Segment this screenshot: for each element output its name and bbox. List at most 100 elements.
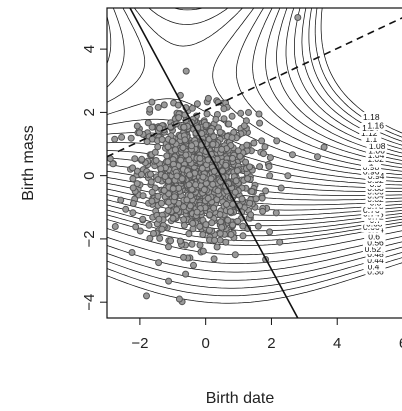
scatter-point xyxy=(178,175,186,183)
scatter-point xyxy=(127,134,135,142)
scatter-point xyxy=(129,200,137,207)
scatter-point xyxy=(208,219,216,227)
scatter-point xyxy=(186,171,194,179)
scatter-point xyxy=(138,155,146,163)
scatter-point xyxy=(272,209,280,217)
y-tick-label: −4 xyxy=(81,294,98,311)
scatter-point xyxy=(93,131,99,137)
scatter-point xyxy=(163,152,171,160)
scatter-point xyxy=(209,140,217,148)
scatter-point xyxy=(138,171,145,178)
contour-label: 1.08 xyxy=(369,141,386,151)
scatter-point xyxy=(314,153,321,161)
scatter-point xyxy=(277,184,285,192)
scatter-point xyxy=(111,135,119,143)
scatter-point xyxy=(131,155,139,163)
scatter-point xyxy=(223,200,230,208)
scatter-point xyxy=(152,157,160,164)
scatter-point xyxy=(143,292,150,300)
scatter-point xyxy=(188,104,196,112)
scatter-point xyxy=(216,128,224,136)
scatter-point xyxy=(210,167,218,175)
contour-line xyxy=(107,8,402,172)
x-axis-title: Birth date xyxy=(206,390,275,407)
scatter-point xyxy=(199,173,207,181)
scatter-point xyxy=(198,164,206,172)
scatter-point xyxy=(179,144,187,152)
scatter-point xyxy=(189,219,197,227)
scatter-point xyxy=(240,122,248,130)
contour-label-bg xyxy=(363,261,384,272)
contour-label-bg xyxy=(365,237,386,248)
scatter-point xyxy=(199,231,207,239)
scatter-point xyxy=(250,139,258,147)
contour-label-bg xyxy=(367,140,388,151)
y-tick-label: 2 xyxy=(81,108,98,116)
scatter-point xyxy=(146,234,154,242)
scatter-point xyxy=(187,192,195,200)
scatter-point xyxy=(246,163,254,171)
scatter-point xyxy=(155,259,163,267)
scatter-point xyxy=(245,109,252,116)
scatter-point xyxy=(133,122,141,130)
scatter-point xyxy=(231,251,239,259)
scatter-point xyxy=(206,211,214,219)
scatter-point xyxy=(259,207,267,215)
scatter-point xyxy=(204,94,212,102)
scatter-point xyxy=(246,199,254,207)
scatter-point xyxy=(169,185,177,193)
scatter-point xyxy=(183,196,191,204)
scatter-point xyxy=(254,222,262,230)
scatter-point xyxy=(181,136,189,144)
scatter-point xyxy=(284,172,292,180)
scatter-point xyxy=(164,143,172,151)
scatter-point xyxy=(220,105,228,113)
scatter-point xyxy=(155,215,163,223)
contour-line xyxy=(314,8,402,138)
scatter-point xyxy=(185,230,193,238)
scatter-point xyxy=(180,221,188,229)
scatter-point xyxy=(85,162,91,168)
scatter-point xyxy=(173,172,181,180)
x-tick-label: 6 xyxy=(399,335,402,352)
scatter-point xyxy=(266,228,274,236)
y-tick-label: 0 xyxy=(81,171,98,179)
y-tick-label: 4 xyxy=(81,45,98,53)
scatter-point xyxy=(177,156,185,164)
scatter-point xyxy=(234,147,242,155)
scatter-point xyxy=(204,156,212,164)
scatter-point xyxy=(216,230,224,238)
scatter-point xyxy=(186,202,194,210)
scatter-point xyxy=(203,110,211,118)
scatter-point xyxy=(320,143,328,151)
scatter-point xyxy=(117,196,125,204)
scatter-point xyxy=(165,277,173,285)
scatter-layer xyxy=(85,14,328,306)
scatter-point xyxy=(226,208,234,216)
scatter-point xyxy=(242,158,250,166)
scatter-point xyxy=(222,238,230,246)
scatter-point xyxy=(266,154,274,162)
scatter-point xyxy=(161,173,169,180)
scatter-point xyxy=(239,232,247,240)
scatter-point xyxy=(151,148,159,156)
scatter-point xyxy=(160,101,168,109)
contour-label-bg xyxy=(361,112,382,123)
scatter-point xyxy=(219,167,226,175)
scatter-point xyxy=(261,143,269,151)
scatter-point xyxy=(145,221,153,229)
scatter-point xyxy=(185,181,193,189)
scatter-point xyxy=(224,216,232,224)
scatter-point xyxy=(148,197,156,205)
scatter-point xyxy=(234,217,242,225)
scatter-point xyxy=(229,154,236,162)
scatter-point xyxy=(136,227,144,235)
scatter-point xyxy=(188,240,196,248)
contour-label: 0.48 xyxy=(367,249,384,259)
scatter-point xyxy=(196,223,204,230)
scatter-point xyxy=(180,216,188,224)
scatter-point xyxy=(136,129,143,137)
contour-line xyxy=(294,8,402,150)
scatter-point xyxy=(143,138,151,146)
